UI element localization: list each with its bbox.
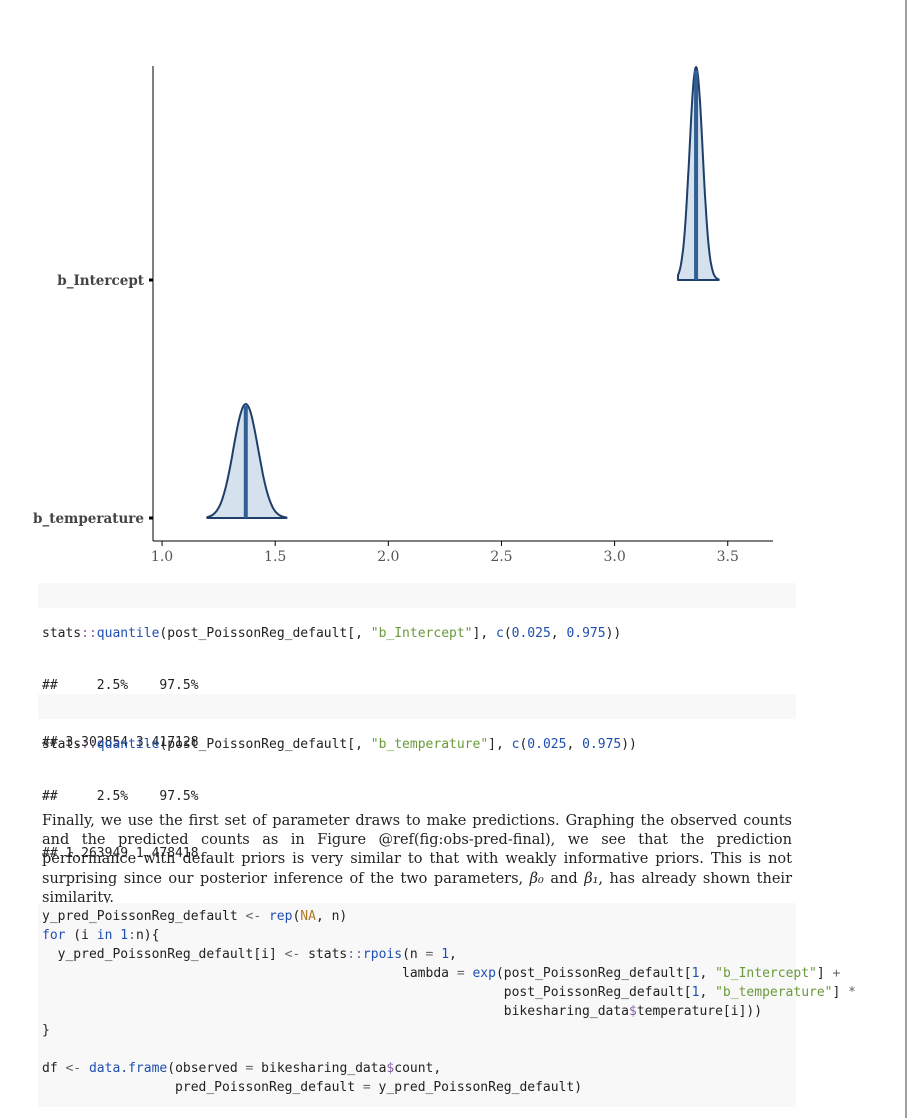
code-line: stats::quantile(post_PoissonReg_default[… [42,626,622,641]
x-tick-label: 3.5 [717,549,739,565]
code-block-quantile-temperature: stats::quantile(post_PoissonReg_default[… [38,694,796,752]
beta1-symbol: β₁ [584,870,599,887]
x-tick-label: 2.5 [490,549,512,565]
code-line: for (i in 1:n){ [42,928,160,943]
y-tick-label: b_temperature [33,511,144,527]
code-line: ​ [38,1040,796,1059]
x-tick-label: 2.0 [377,549,399,565]
beta0-symbol: β₀ [529,870,544,887]
posterior-density-plot: b_Intercept b_temperature 1.0 1.5 2.0 2.5 3.0 3… [33,66,773,565]
code-line: post_PoissonReg_default[1, "b_temperatur… [42,985,856,1000]
code-line: stats::quantile(post_PoissonReg_default[… [42,737,637,752]
code-line: pred_PoissonReg_default = y_pred_Poisson… [42,1080,583,1095]
code-line: y_pred_PoissonReg_default <- rep(NA, n) [42,909,348,924]
code-line: bikesharing_data$temperature[i])) [42,1004,763,1019]
output-line: ## 2.5% 97.5% [42,789,207,804]
code-line: } [42,1023,50,1038]
output-line: ## 2.5% 97.5% [42,678,207,693]
x-tick-label: 1.0 [151,549,173,565]
output-line: ## 1.263949 1.478418 [42,846,207,861]
output-block-temperature: ## 2.5% 97.5% ## 1.263949 1.478418 [42,749,206,882]
code-block-predictions: y_pred_PoissonReg_default <- rep(NA, n) f… [38,903,856,1107]
code-line: y_pred_PoissonReg_default[i] <- stats::r… [42,947,457,962]
paragraph-text: , has already shown their similarity. [42,870,792,906]
output-block-intercept: ## 2.5% 97.5% ## 3.302854 3.417128 [42,638,206,771]
density-b_Intercept [676,66,720,281]
paragraph-text: Finally, we use the first set of paramet… [42,813,792,887]
code-line: lambda = exp(post_PoissonReg_default[1, … [42,966,841,981]
page-right-border [905,0,907,1118]
x-tick-label: 1.5 [264,549,286,565]
code-line: df <- data.frame(observed = bikesharing_… [42,1061,442,1076]
paragraph-text: and [543,870,585,887]
paragraph-predictions: Finally, we use the first set of paramet… [42,812,792,908]
x-tick-label: 3.0 [603,549,625,565]
code-block-quantile-intercept: stats::quantile(post_PoissonReg_default[… [38,583,796,641]
output-line: ## 3.302854 3.417128 [42,735,207,750]
y-tick-label: b_Intercept [57,273,145,289]
chart-marks: b_Intercept b_temperature 1.0 1.5 2.0 2.5 3.0 3… [33,66,739,565]
